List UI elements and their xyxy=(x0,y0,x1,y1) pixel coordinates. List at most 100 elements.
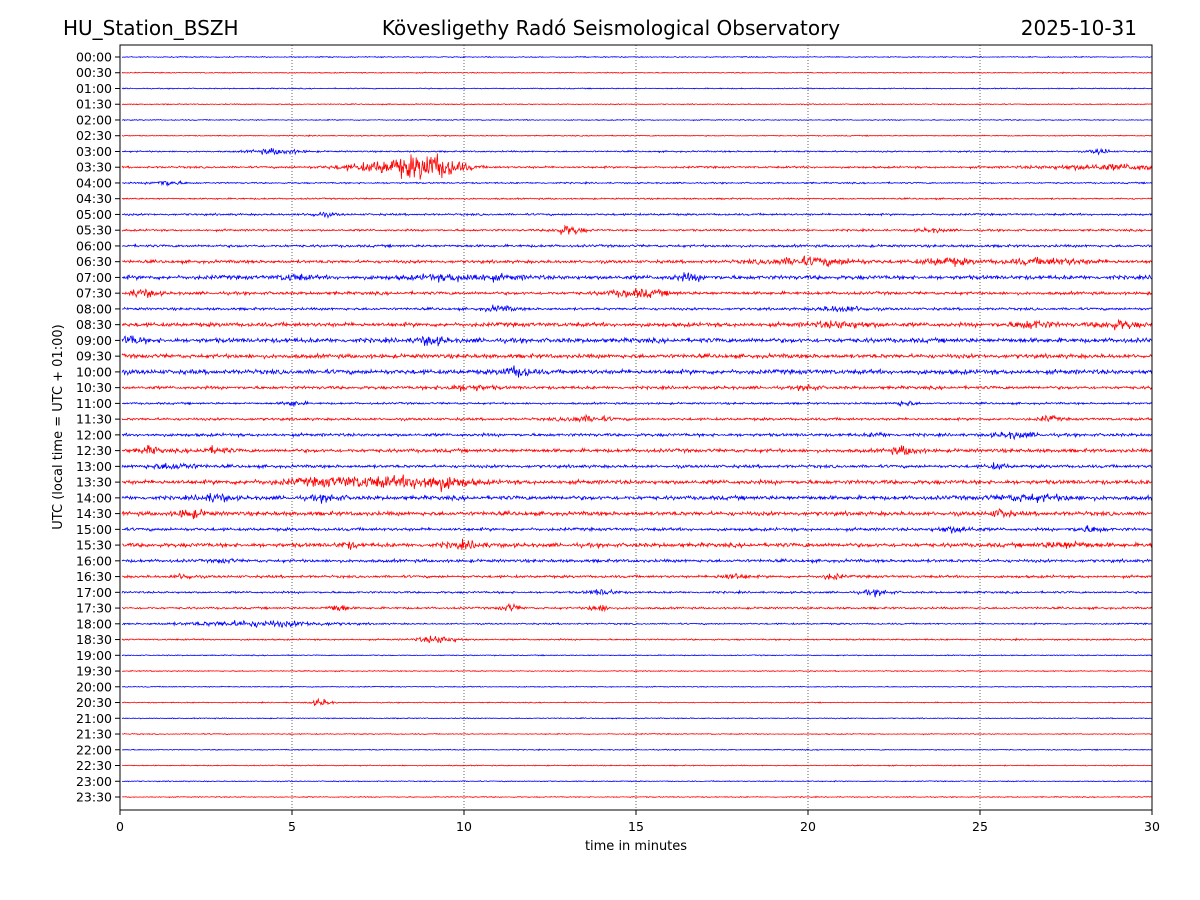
y-tick-label: 04:00 xyxy=(76,175,112,190)
x-tick-label: 20 xyxy=(800,819,816,834)
x-tick-label: 0 xyxy=(116,819,124,834)
y-tick-label: 19:00 xyxy=(76,648,112,663)
trace-1430 xyxy=(121,508,1153,520)
y-tick-label: 05:30 xyxy=(76,223,112,238)
chart-date: 2025-10-31 xyxy=(1021,16,1137,40)
trace-0630 xyxy=(121,255,1153,268)
trace-1200 xyxy=(121,431,1153,441)
y-tick-label: 07:00 xyxy=(76,270,112,285)
trace-0030 xyxy=(121,71,1153,75)
trace-1700 xyxy=(121,588,1153,598)
trace-2130 xyxy=(121,732,1153,736)
y-tick-label: 17:00 xyxy=(76,585,112,600)
trace-1500 xyxy=(121,525,1153,534)
y-tick-label: 09:30 xyxy=(76,349,112,364)
y-tick-label: 23:00 xyxy=(76,774,112,789)
trace-2100 xyxy=(121,717,1153,720)
y-tick-label: 13:00 xyxy=(76,459,112,474)
y-tick-label: 04:30 xyxy=(76,191,112,206)
y-tick-label: 06:30 xyxy=(76,254,112,269)
y-tick-label: 17:30 xyxy=(76,601,112,616)
trace-0500 xyxy=(121,211,1153,219)
trace-2300 xyxy=(121,780,1153,783)
y-tick-label: 22:00 xyxy=(76,742,112,757)
y-axis: 00:0000:3001:0001:3002:0002:3003:0003:30… xyxy=(76,50,120,805)
x-tick-label: 10 xyxy=(456,819,472,834)
y-tick-label: 13:30 xyxy=(76,475,112,490)
trace-1730 xyxy=(122,602,1153,613)
y-tick-label: 18:00 xyxy=(76,616,112,631)
trace-1000 xyxy=(121,365,1153,378)
trace-1600 xyxy=(121,557,1153,565)
x-axis-label: time in minutes xyxy=(585,839,687,854)
y-tick-label: 19:30 xyxy=(76,664,112,679)
trace-0730 xyxy=(121,288,1153,299)
y-tick-label: 09:00 xyxy=(76,333,112,348)
trace-0600 xyxy=(121,243,1153,249)
y-axis-label: UTC (local time = UTC + 01:00) xyxy=(51,324,66,529)
trace-1400 xyxy=(121,492,1153,504)
y-tick-label: 14:30 xyxy=(76,506,112,521)
y-tick-label: 02:00 xyxy=(76,112,112,127)
y-tick-label: 07:30 xyxy=(76,286,112,301)
y-tick-label: 15:00 xyxy=(76,522,112,537)
y-tick-label: 18:30 xyxy=(76,632,112,647)
trace-1900 xyxy=(121,654,1153,657)
trace-1930 xyxy=(121,669,1153,673)
trace-2200 xyxy=(121,748,1153,752)
trace-0130 xyxy=(121,103,1153,106)
y-tick-label: 11:00 xyxy=(76,396,112,411)
y-tick-label: 12:30 xyxy=(76,443,112,458)
trace-0930 xyxy=(121,352,1153,360)
trace-2230 xyxy=(121,764,1153,767)
trace-0400 xyxy=(122,179,1153,187)
trace-0900 xyxy=(121,335,1153,347)
trace-1130 xyxy=(121,413,1153,423)
y-tick-label: 11:30 xyxy=(76,412,112,427)
trace-1230 xyxy=(121,444,1153,456)
y-tick-label: 16:00 xyxy=(76,553,112,568)
trace-0530 xyxy=(121,224,1153,235)
trace-0800 xyxy=(121,304,1153,313)
trace-0100 xyxy=(121,87,1153,90)
trace-1030 xyxy=(121,383,1153,392)
y-tick-label: 10:30 xyxy=(76,380,112,395)
trace-1330 xyxy=(121,474,1153,493)
trace-0300 xyxy=(121,147,1153,156)
trace-1300 xyxy=(121,462,1153,471)
trace-1100 xyxy=(122,400,1153,407)
chart-title: Kövesligethy Radó Seismological Observat… xyxy=(382,16,840,40)
y-tick-label: 05:00 xyxy=(76,207,112,222)
y-tick-label: 14:00 xyxy=(76,490,112,505)
trace-0200 xyxy=(121,118,1153,122)
x-tick-label: 30 xyxy=(1144,819,1160,834)
y-tick-label: 21:00 xyxy=(76,711,112,726)
y-tick-label: 10:00 xyxy=(76,364,112,379)
y-tick-label: 00:30 xyxy=(76,65,112,80)
y-tick-label: 03:30 xyxy=(76,160,112,175)
y-tick-label: 12:00 xyxy=(76,427,112,442)
trace-2030 xyxy=(121,697,1153,706)
trace-0230 xyxy=(121,134,1153,137)
station-name: HU_Station_BSZH xyxy=(63,16,239,40)
trace-0700 xyxy=(121,272,1153,283)
y-tick-label: 20:00 xyxy=(76,679,112,694)
x-tick-label: 15 xyxy=(628,819,644,834)
trace-1830 xyxy=(121,635,1153,644)
trace-2330 xyxy=(122,795,1153,799)
y-tick-label: 01:00 xyxy=(76,81,112,96)
y-tick-label: 15:30 xyxy=(76,538,112,553)
y-tick-label: 03:00 xyxy=(76,144,112,159)
y-tick-label: 00:00 xyxy=(76,50,112,65)
trace-1530 xyxy=(121,538,1153,551)
traces xyxy=(121,55,1153,799)
y-tick-label: 23:30 xyxy=(76,790,112,805)
y-tick-label: 22:30 xyxy=(76,758,112,773)
y-tick-label: 08:00 xyxy=(76,301,112,316)
trace-2000 xyxy=(122,685,1153,689)
trace-0430 xyxy=(121,197,1153,201)
trace-0830 xyxy=(121,318,1153,331)
x-tick-label: 5 xyxy=(288,819,296,834)
y-tick-label: 21:30 xyxy=(76,727,112,742)
